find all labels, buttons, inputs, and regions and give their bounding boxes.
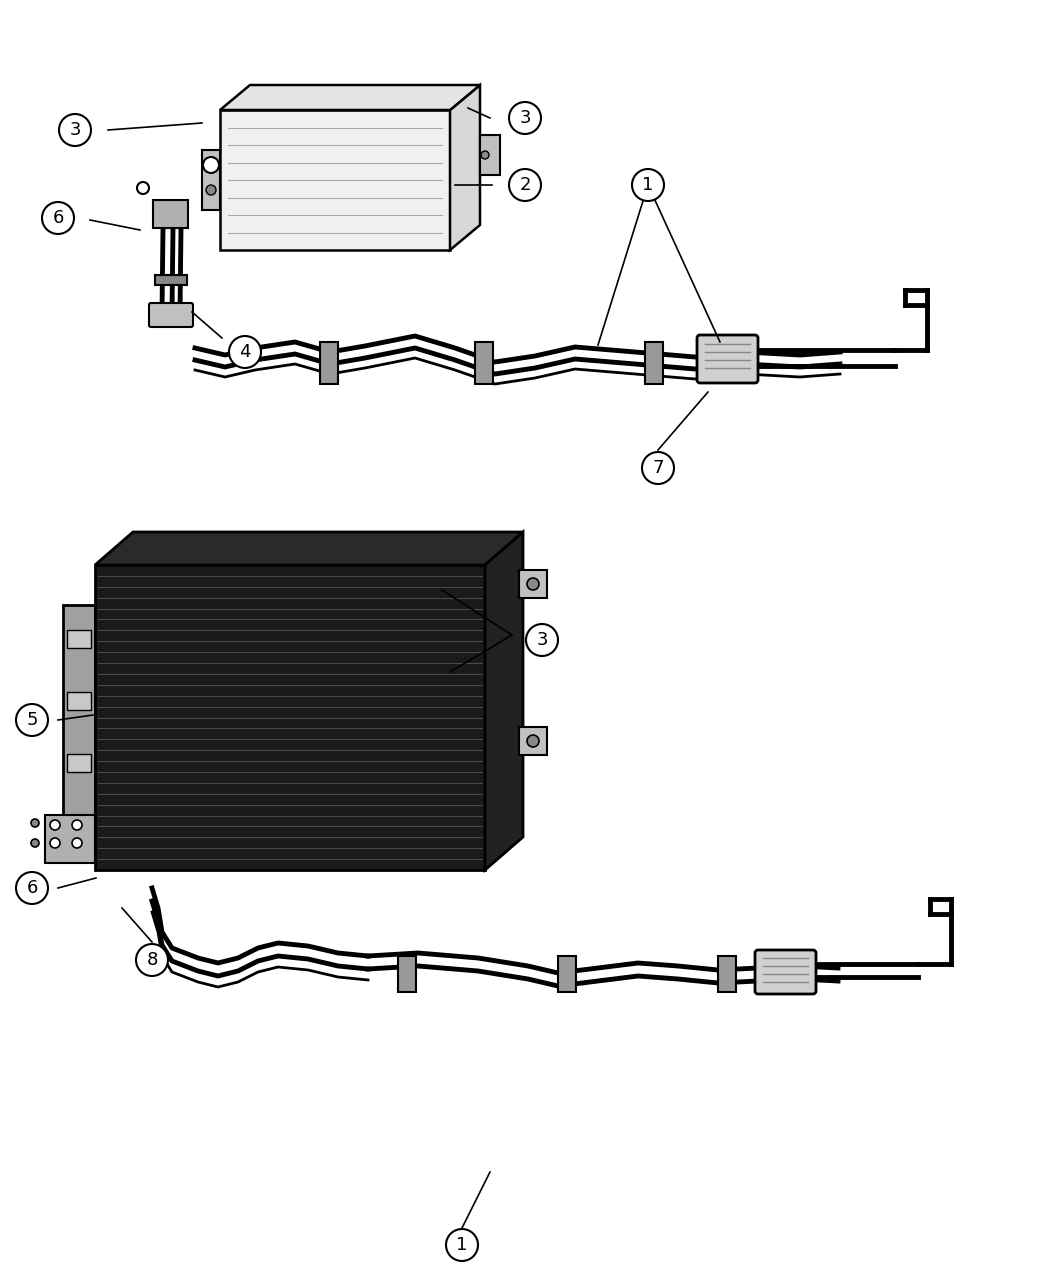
FancyBboxPatch shape <box>45 815 94 863</box>
Circle shape <box>42 201 74 235</box>
Circle shape <box>206 185 216 195</box>
FancyBboxPatch shape <box>155 275 187 286</box>
Text: 7: 7 <box>652 459 664 477</box>
Circle shape <box>72 820 82 830</box>
Circle shape <box>229 337 261 368</box>
Circle shape <box>509 102 541 134</box>
Text: 4: 4 <box>239 343 251 361</box>
Text: 8: 8 <box>146 951 158 969</box>
Polygon shape <box>485 532 523 870</box>
Text: 2: 2 <box>520 176 530 194</box>
FancyBboxPatch shape <box>697 335 758 382</box>
FancyBboxPatch shape <box>398 956 416 992</box>
Circle shape <box>136 182 149 194</box>
Circle shape <box>16 872 48 904</box>
Text: 1: 1 <box>457 1235 467 1255</box>
Circle shape <box>32 819 39 827</box>
Circle shape <box>136 944 168 975</box>
Polygon shape <box>94 532 523 565</box>
Text: 1: 1 <box>643 176 654 194</box>
Polygon shape <box>450 85 480 250</box>
Text: 5: 5 <box>26 711 38 729</box>
Text: 6: 6 <box>52 209 64 227</box>
FancyBboxPatch shape <box>718 956 736 992</box>
Circle shape <box>203 157 219 173</box>
FancyBboxPatch shape <box>153 200 188 228</box>
FancyBboxPatch shape <box>475 342 494 384</box>
Text: 6: 6 <box>26 878 38 898</box>
Circle shape <box>481 150 489 159</box>
FancyBboxPatch shape <box>202 150 220 210</box>
Circle shape <box>72 838 82 848</box>
FancyBboxPatch shape <box>558 956 576 992</box>
FancyBboxPatch shape <box>63 606 94 815</box>
Circle shape <box>526 623 558 657</box>
Circle shape <box>527 734 539 747</box>
Circle shape <box>50 838 60 848</box>
Circle shape <box>527 578 539 590</box>
FancyBboxPatch shape <box>320 342 338 384</box>
FancyBboxPatch shape <box>67 754 91 771</box>
Circle shape <box>632 170 664 201</box>
Text: 3: 3 <box>520 108 530 128</box>
Circle shape <box>509 170 541 201</box>
FancyBboxPatch shape <box>645 342 663 384</box>
Circle shape <box>50 820 60 830</box>
FancyBboxPatch shape <box>480 135 500 175</box>
Text: 3: 3 <box>537 631 548 649</box>
FancyBboxPatch shape <box>519 570 547 598</box>
Circle shape <box>446 1229 478 1261</box>
Circle shape <box>32 839 39 847</box>
Circle shape <box>642 453 674 484</box>
FancyBboxPatch shape <box>755 950 816 994</box>
FancyBboxPatch shape <box>67 630 91 648</box>
FancyBboxPatch shape <box>149 303 193 326</box>
FancyBboxPatch shape <box>519 727 547 755</box>
Polygon shape <box>220 85 480 110</box>
FancyBboxPatch shape <box>67 692 91 710</box>
FancyBboxPatch shape <box>220 110 450 250</box>
Circle shape <box>16 704 48 736</box>
FancyBboxPatch shape <box>94 565 485 870</box>
Circle shape <box>59 113 91 147</box>
Text: 3: 3 <box>69 121 81 139</box>
Circle shape <box>206 159 216 170</box>
